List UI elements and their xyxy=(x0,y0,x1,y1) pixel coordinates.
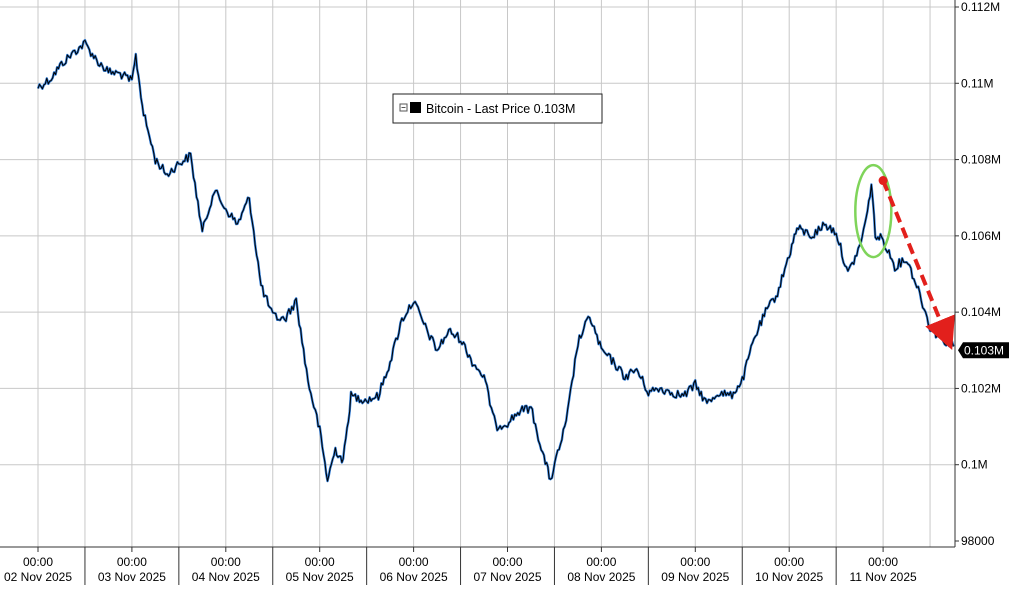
y-tick-label: 0.1M xyxy=(961,458,988,472)
x-tick-time-label: 00:00 xyxy=(680,555,710,569)
legend-swatch xyxy=(410,102,421,113)
y-tick-label: 0.112M xyxy=(961,0,1000,14)
x-tick-date-label: 09 Nov 2025 xyxy=(661,570,729,584)
legend-label: Bitcoin - Last Price 0.103M xyxy=(426,102,575,116)
price-line xyxy=(37,39,954,482)
x-tick-time-label: 00:00 xyxy=(211,555,241,569)
x-tick-date-label: 08 Nov 2025 xyxy=(567,570,635,584)
last-price-tag xyxy=(958,342,1009,359)
x-tick-date-label: 04 Nov 2025 xyxy=(192,570,260,584)
x-tick-date-label: 06 Nov 2025 xyxy=(380,570,448,584)
x-tick-time-label: 00:00 xyxy=(305,555,335,569)
x-tick-date-label: 07 Nov 2025 xyxy=(473,570,541,584)
x-tick-time-label: 00:00 xyxy=(868,555,898,569)
y-tick-label: 0.108M xyxy=(961,153,1001,167)
x-tick-time-label: 00:00 xyxy=(586,555,616,569)
x-tick-time-label: 00:00 xyxy=(774,555,804,569)
downtrend-arrow xyxy=(881,179,955,350)
x-tick-date-label: 03 Nov 2025 xyxy=(98,570,166,584)
y-tick-label: 0.104M xyxy=(961,305,1001,319)
x-tick-date-label: 11 Nov 2025 xyxy=(850,570,917,584)
y-tick-label: 0.106M xyxy=(961,229,1001,243)
x-tick-time-label: 00:00 xyxy=(399,555,429,569)
x-tick-time-label: 00:00 xyxy=(117,555,147,569)
x-tick-date-label: 05 Nov 2025 xyxy=(286,570,354,584)
x-tick-time-label: 00:00 xyxy=(492,555,522,569)
x-tick-time-label: 00:00 xyxy=(23,555,53,569)
y-tick-label: 0.102M xyxy=(961,381,1001,395)
y-tick-label: 98000 xyxy=(961,534,995,548)
last-price-label: 0.103M xyxy=(964,343,1004,357)
y-tick-label: 0.11M xyxy=(961,76,993,90)
spike-highlight-circle xyxy=(854,163,893,259)
legend-box xyxy=(392,93,603,124)
x-tick-date-label: 02 Nov 2025 xyxy=(4,570,72,584)
x-tick-date-label: 10 Nov 2025 xyxy=(755,570,823,584)
